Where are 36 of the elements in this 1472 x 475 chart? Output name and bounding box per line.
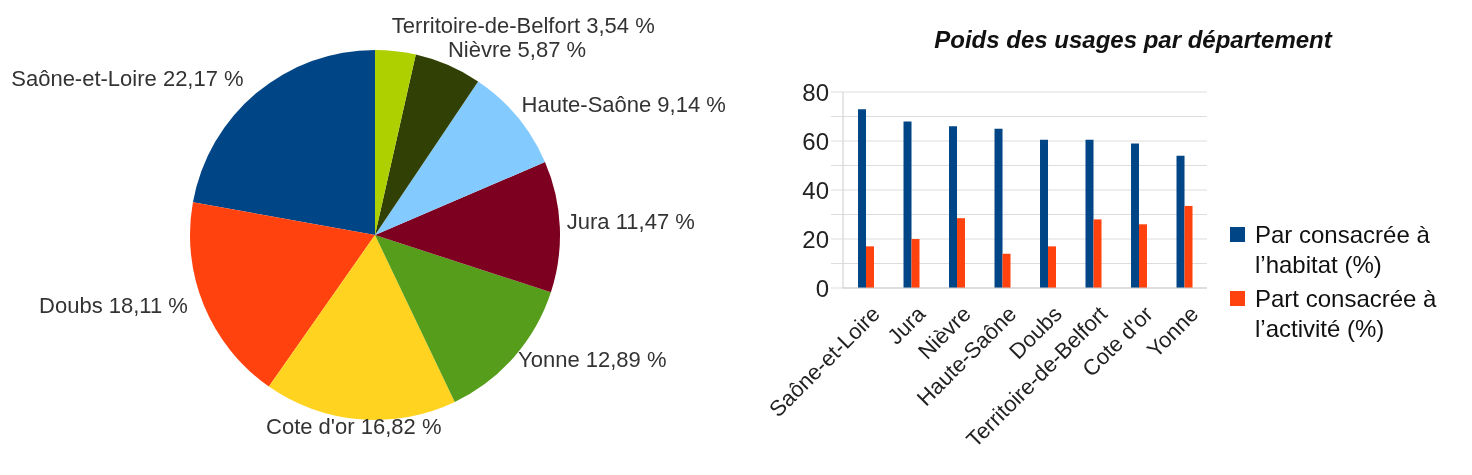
pie-slice	[190, 202, 375, 387]
bar	[1139, 224, 1148, 288]
bar	[1176, 155, 1185, 288]
bar	[903, 121, 912, 288]
y-tick-label: 0	[815, 274, 829, 302]
bar	[1002, 253, 1011, 288]
bar	[1048, 246, 1057, 288]
slice-label: Jura 11,47 %	[566, 208, 695, 234]
bar	[1085, 139, 1094, 288]
legend-label: Par consacrée à l’habitat (%)	[1255, 220, 1431, 280]
bar	[866, 246, 875, 288]
slice-label: Territoire-de-Belfort 3,54 %	[391, 12, 655, 38]
y-tick-label: 20	[802, 225, 829, 253]
bar	[994, 128, 1003, 288]
chart-title: Poids des usages par département	[933, 26, 1334, 54]
bar	[1131, 143, 1140, 288]
bar	[858, 109, 867, 288]
pie-slice	[375, 50, 416, 235]
slice-label: Saône-et-Loire 22,17 %	[11, 66, 244, 92]
bar	[911, 239, 920, 288]
slice-label: Nièvre 5,87 %	[447, 36, 587, 62]
y-tick-label: 60	[802, 127, 829, 155]
bar	[957, 218, 966, 288]
bar	[1040, 139, 1049, 288]
bar	[1093, 219, 1102, 288]
slice-label: Doubs 18,11 %	[39, 292, 188, 318]
y-tick-label: 40	[802, 176, 829, 204]
bar	[1184, 205, 1193, 288]
pie-slice	[375, 162, 560, 293]
bar	[949, 126, 958, 288]
slice-label: Haute-Saône 9,14 %	[521, 91, 726, 117]
slice-label: Cote d'or 16,82 %	[266, 413, 442, 439]
slice-label: Yonne 12,89 %	[518, 347, 667, 373]
y-tick-label: 80	[802, 78, 829, 106]
pie-slice	[268, 235, 455, 420]
legend-label: Part consacrée à l’activité (%)	[1255, 284, 1438, 344]
